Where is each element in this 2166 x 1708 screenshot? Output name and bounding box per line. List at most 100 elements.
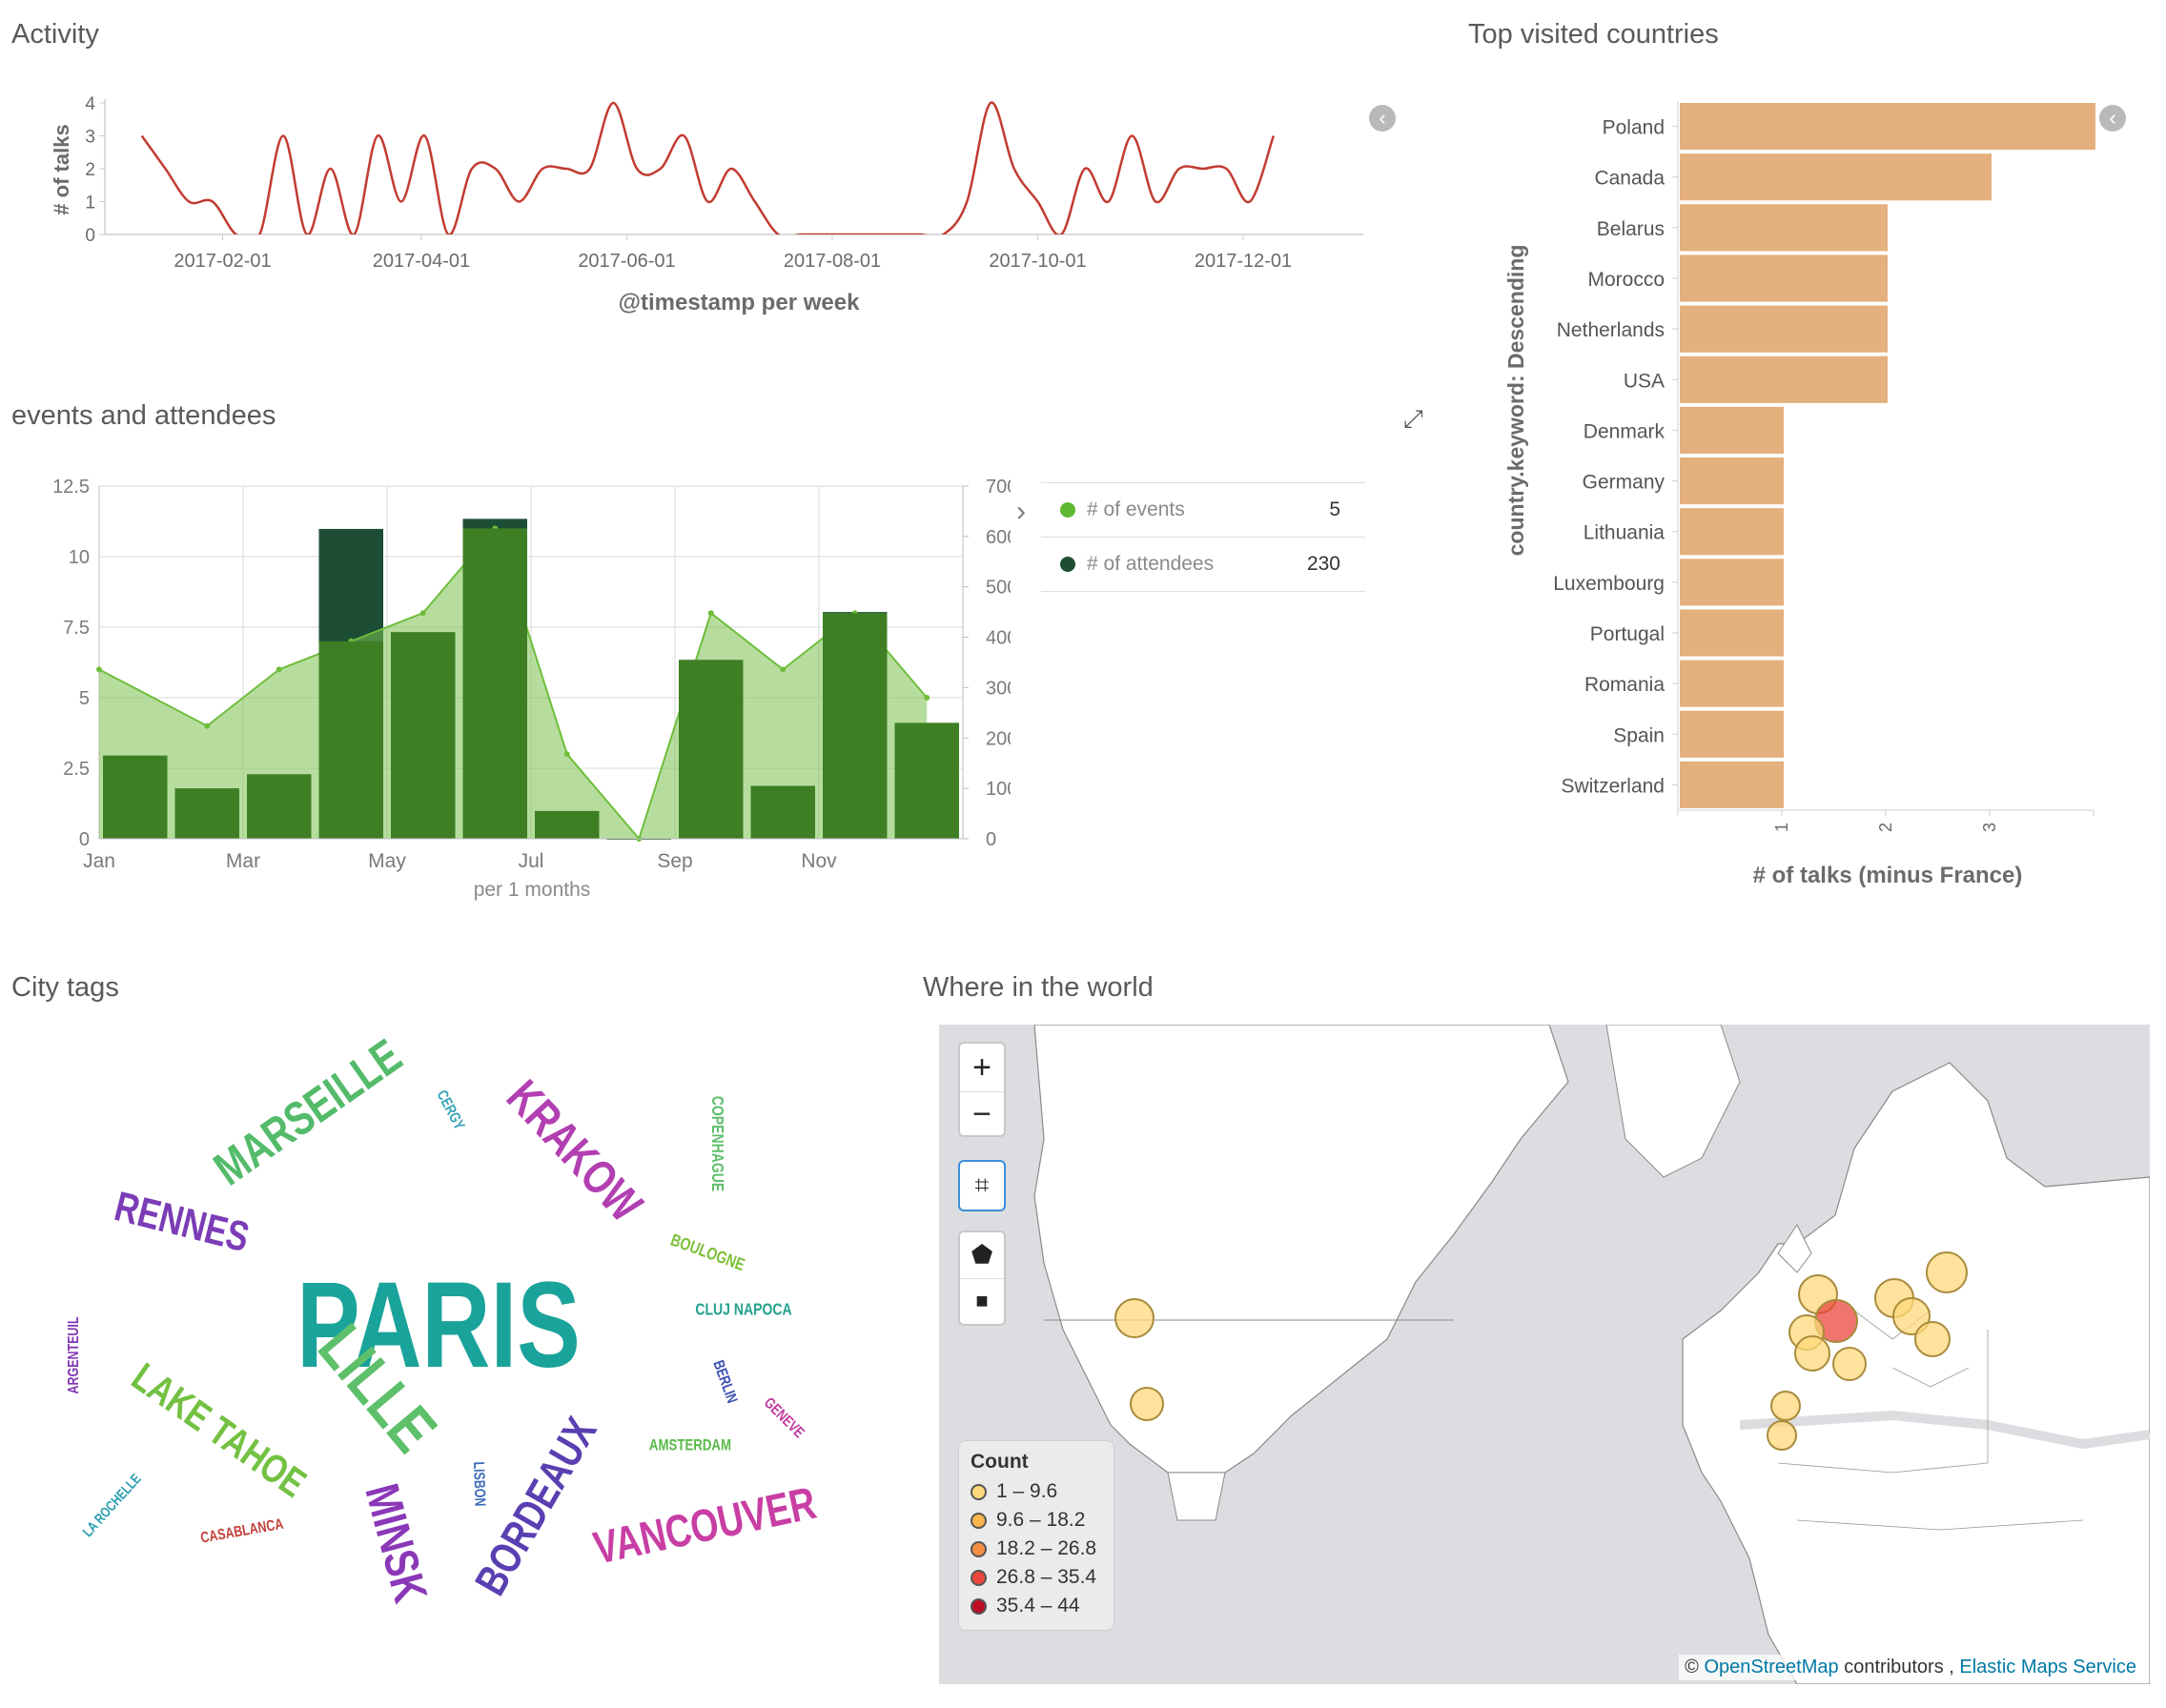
legend-value-attendees: 230	[1306, 553, 1340, 575]
events-point	[924, 695, 930, 701]
legend-color-dot	[971, 1540, 987, 1557]
events-x-tick-label: Nov	[801, 850, 837, 872]
draw-rectangle-button[interactable]: ■	[960, 1279, 1004, 1325]
attendees-bar-overlap	[174, 788, 239, 839]
events-left-tick-label: 0	[79, 829, 90, 850]
country-label: Germany	[1583, 472, 1665, 494]
zoom-controls: + −	[958, 1042, 1006, 1137]
draw-polygon-button[interactable]: ⬟	[960, 1232, 1004, 1279]
events-left-tick-label: 10	[69, 547, 90, 568]
talk-location-bubble	[1130, 1387, 1164, 1421]
events-right-tick-label: 0	[986, 829, 996, 850]
events-legend-collapse-icon[interactable]: ›	[1016, 496, 1026, 527]
activity-series-line	[140, 101, 1275, 234]
activity-y-tick-label: 4	[85, 94, 95, 114]
talk-location-bubble	[1794, 1335, 1830, 1372]
countries-legend-toggle-icon[interactable]: ‹	[2099, 105, 2126, 132]
attendees-bar-overlap	[318, 640, 383, 839]
talk-location-bubble	[1926, 1251, 1968, 1293]
attendees-bar-overlap	[679, 660, 744, 839]
map-canvas[interactable]	[939, 1025, 2150, 1684]
eurasia-africa-landmass	[1682, 1062, 2150, 1684]
fit-bounds-button[interactable]: ⌗	[958, 1160, 1006, 1211]
country-label: Morocco	[1587, 269, 1665, 291]
map-legend: Count 1 – 9.6 9.6 – 18.2 18.2 – 26.8 26.…	[958, 1440, 1114, 1631]
city-tag: BERLIN	[709, 1358, 741, 1406]
city-tag: MARSEILLE	[204, 1028, 411, 1196]
zoom-in-button[interactable]: +	[960, 1044, 1004, 1092]
events-right-tick-label: 300	[986, 678, 1011, 699]
events-right-tick-label: 700	[986, 477, 1011, 498]
events-area-line	[98, 526, 929, 842]
activity-y-tick-label: 0	[85, 226, 95, 246]
country-border	[1891, 1367, 1970, 1388]
map-attribution: © OpenStreetMap contributors , Elastic M…	[1679, 1655, 2142, 1680]
city-tag: LISBON	[470, 1461, 488, 1507]
elastic-maps-link[interactable]: Elastic Maps Service	[1959, 1657, 2136, 1678]
attendees-bar-overlap	[103, 755, 168, 839]
legend-label-attendees: # of attendees	[1087, 553, 1215, 575]
map-legend-row: 9.6 – 18.2	[971, 1506, 1102, 1535]
country-bar	[1680, 559, 1784, 606]
legend-item-attendees[interactable]: # of attendees 230	[1041, 538, 1365, 592]
country-bar	[1680, 458, 1784, 505]
events-left-tick-label: 5	[79, 688, 90, 709]
map-panel-title: Where in the world	[923, 972, 1154, 1003]
legend-range-label: 18.2 – 26.8	[996, 1537, 1097, 1559]
country-label: USA	[1624, 370, 1665, 392]
events-left-tick-label: 2.5	[63, 759, 90, 780]
talk-location-bubble	[1892, 1297, 1931, 1335]
city-tag: LAKE TAHOE	[124, 1354, 314, 1506]
countries-x-axis-label: # of talks (minus France)	[1753, 863, 2023, 888]
events-right-tick-label: 100	[986, 779, 1011, 800]
events-point	[563, 751, 570, 758]
countries-x-tick-label: 2	[1876, 823, 1895, 832]
map-legend-row: 26.8 – 35.4	[971, 1563, 1102, 1592]
mexico-landmass	[1167, 1472, 1226, 1521]
legend-item-events[interactable]: # of events 5	[1041, 482, 1365, 538]
events-panel-title: events and attendees	[11, 400, 276, 431]
expand-panel-icon[interactable]: ⤢	[1403, 404, 1423, 433]
country-bar	[1680, 356, 1888, 403]
country-bar	[1680, 761, 1784, 808]
zoom-out-button[interactable]: −	[972, 1095, 991, 1132]
city-tag: ARGENTEUIL	[66, 1316, 83, 1393]
country-label: Lithuania	[1584, 522, 1665, 544]
country-bar	[1680, 305, 1888, 353]
country-bar	[1680, 103, 2095, 151]
country-label: Poland	[1603, 117, 1665, 139]
events-x-tick-label: May	[368, 850, 406, 872]
city-tag: AMSTERDAM	[649, 1436, 731, 1454]
activity-y-axis-label: # of talks	[50, 124, 73, 214]
legend-range-label: 26.8 – 35.4	[996, 1566, 1097, 1588]
openstreetmap-link[interactable]: OpenStreetMap	[1704, 1657, 1839, 1678]
events-x-tick-label: Sep	[657, 850, 692, 872]
activity-legend-toggle-icon[interactable]: ‹	[1369, 105, 1396, 132]
country-label: Belarus	[1597, 218, 1665, 240]
city-tag: MINSK	[355, 1478, 438, 1608]
activity-x-tick-label: 2017-04-01	[373, 251, 470, 272]
activity-x-tick-label: 2017-02-01	[174, 251, 271, 272]
activity-y-tick-label: 2	[85, 160, 95, 180]
activity-x-tick-label: 2017-06-01	[578, 251, 675, 272]
talk-location-bubble	[1767, 1420, 1797, 1451]
events-point	[780, 666, 787, 673]
attendees-bar-overlap	[391, 632, 456, 839]
map-legend-row: 1 – 9.6	[971, 1477, 1102, 1506]
legend-dot-attendees	[1060, 557, 1075, 572]
legend-dot-events	[1060, 502, 1075, 518]
square-icon: ■	[975, 1289, 989, 1313]
map-legend-title: Count	[971, 1451, 1029, 1473]
country-label: Denmark	[1584, 420, 1665, 442]
legend-color-dot	[971, 1597, 987, 1615]
events-x-axis-label: per 1 months	[474, 879, 591, 901]
events-point	[707, 610, 714, 617]
country-label: Portugal	[1590, 623, 1665, 645]
city-tag: VANCOUVER	[589, 1477, 820, 1575]
country-bar	[1680, 660, 1784, 707]
attendees-bar-overlap	[535, 810, 600, 839]
talk-location-bubble	[1914, 1321, 1951, 1357]
city-tag: CERGY	[433, 1088, 468, 1133]
world-map[interactable]: + − ⌗ ⬟ ■ Count 1 – 9.6 9.6 – 18.2 18.2 …	[939, 1025, 2150, 1684]
legend-value-events: 5	[1329, 498, 1340, 520]
